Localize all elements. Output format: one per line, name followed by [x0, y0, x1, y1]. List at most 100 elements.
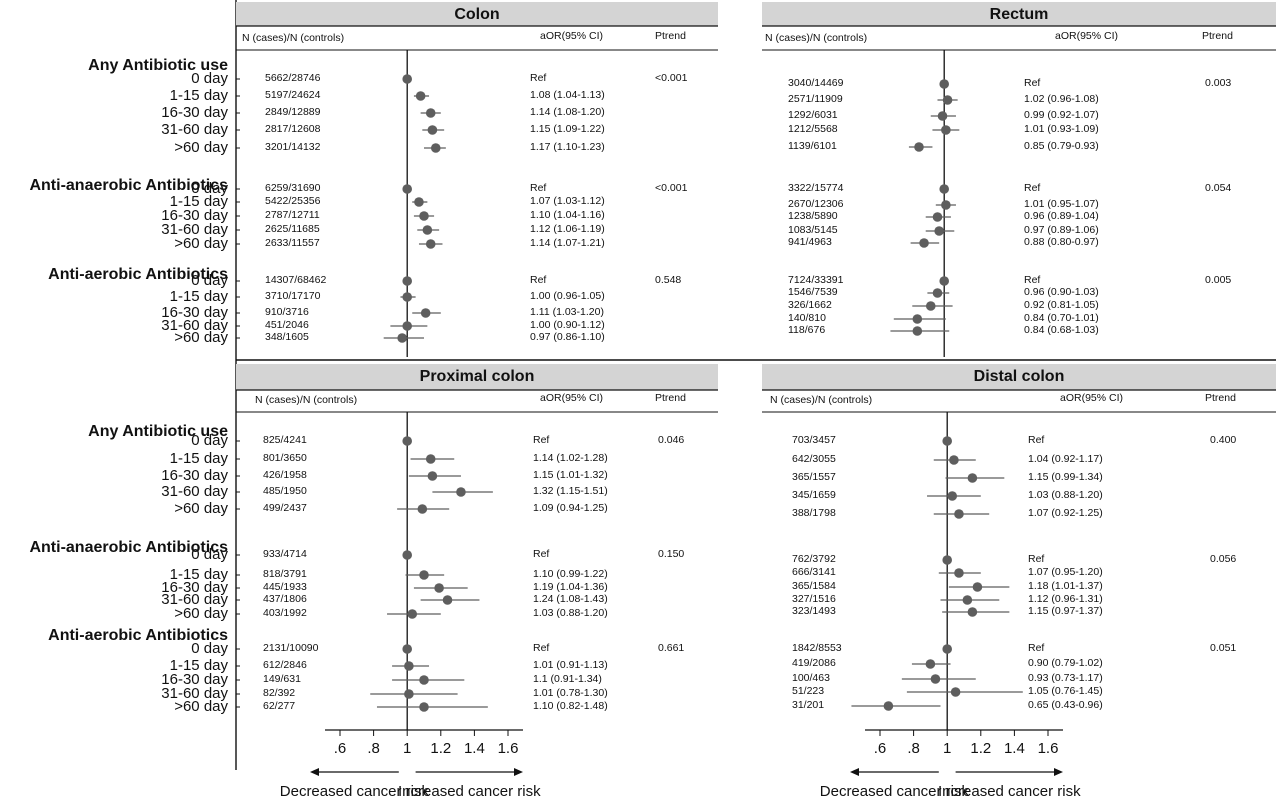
n-cases-controls: 323/1493 [792, 605, 836, 617]
point-estimate-marker [912, 326, 923, 336]
column-header-n: N (cases)/N (controls) [242, 32, 345, 44]
row-label: >60 day [174, 698, 228, 715]
group-label: Anti-anaerobic Antibiotics [29, 177, 228, 194]
panel-title-bar [236, 2, 718, 26]
panel-title: Rectum [989, 6, 1049, 23]
point-estimate-marker [419, 570, 429, 580]
aor-value: 1.03 (0.88-1.20) [533, 607, 608, 619]
aor-value: Ref [1024, 274, 1041, 286]
n-cases-controls: 801/3650 [263, 452, 307, 464]
aor-value: 1.00 (0.90-1.12) [530, 319, 605, 331]
point-estimate-marker [402, 550, 413, 560]
point-estimate-marker [942, 436, 952, 446]
n-cases-controls: 3201/14132 [265, 141, 321, 153]
n-cases-controls: 2849/12889 [265, 106, 321, 118]
aor-value: 1.10 (0.82-1.48) [533, 700, 608, 712]
x-tick-label: 1.2 [430, 740, 452, 757]
aor-value: 0.84 (0.70-1.01) [1024, 312, 1099, 324]
point-estimate-marker [417, 504, 428, 514]
aor-value: 1.15 (0.97-1.37) [1028, 605, 1103, 617]
aor-value: 0.97 (0.86-1.10) [530, 331, 605, 343]
n-cases-controls: 365/1557 [792, 471, 836, 483]
point-estimate-marker [954, 509, 964, 519]
n-cases-controls: 762/3792 [792, 553, 836, 565]
point-estimate-marker [942, 555, 952, 565]
aor-value: 0.99 (0.92-1.07) [1024, 109, 1099, 121]
point-estimate-marker [425, 454, 436, 464]
ptrend-value: 0.661 [658, 642, 685, 654]
point-estimate-marker [932, 288, 943, 298]
row-label: 1-15 day [169, 87, 228, 104]
row-label: 16-30 day [161, 467, 228, 484]
aor-value: 1.15 (0.99-1.34) [1028, 471, 1103, 483]
x-tick-label: 1.6 [497, 740, 519, 757]
aor-value: 0.96 (0.90-1.03) [1024, 286, 1099, 298]
row-label: 16-30 day [161, 671, 228, 688]
point-estimate-marker [939, 79, 949, 89]
n-cases-controls: 1842/8553 [792, 642, 842, 654]
n-cases-controls: 388/1798 [792, 507, 836, 519]
n-cases-controls: 149/631 [263, 673, 301, 685]
aor-value: 0.84 (0.68-1.03) [1024, 324, 1099, 336]
aor-value: Ref [530, 274, 547, 286]
row-label: 16-30 day [161, 579, 228, 596]
n-cases-controls: 5197/24624 [265, 89, 321, 101]
row-label: 0 day [191, 180, 228, 197]
n-cases-controls: 2625/11685 [265, 223, 320, 235]
row-label: 31-60 day [161, 317, 228, 334]
point-estimate-marker [434, 583, 444, 593]
panel-title: Proximal colon [419, 368, 535, 385]
aor-value: 1.10 (1.04-1.16) [530, 209, 605, 221]
point-estimate-marker [950, 687, 961, 697]
point-estimate-marker [397, 333, 407, 343]
aor-value: Ref [533, 548, 550, 560]
aor-value: Ref [1024, 182, 1041, 194]
aor-value: 1.24 (1.08-1.43) [533, 593, 608, 605]
n-cases-controls: 2817/12608 [265, 123, 321, 135]
group-label: Anti-aerobic Antibiotics [48, 627, 228, 644]
point-estimate-marker [425, 239, 436, 249]
n-cases-controls: 1292/6031 [788, 109, 838, 121]
point-estimate-marker [883, 701, 894, 711]
n-cases-controls: 825/4241 [263, 434, 307, 446]
point-estimate-marker [402, 292, 413, 302]
n-cases-controls: 818/3791 [263, 568, 307, 580]
n-cases-controls: 642/3055 [792, 453, 836, 465]
increased-risk-label: Increased cancer risk [938, 783, 1081, 800]
row-label: 0 day [191, 640, 228, 657]
panel-title-bar [762, 364, 1276, 390]
point-estimate-marker [415, 91, 426, 101]
n-cases-controls: 941/4963 [788, 236, 832, 248]
panel-title: Distal colon [973, 368, 1065, 385]
aor-value: Ref [1024, 77, 1041, 89]
n-cases-controls: 910/3716 [265, 306, 309, 318]
point-estimate-marker [442, 595, 453, 605]
point-estimate-marker [925, 659, 936, 669]
point-estimate-marker [967, 607, 978, 617]
aor-value: 0.85 (0.79-0.93) [1024, 140, 1099, 152]
n-cases-controls: 62/277 [263, 700, 296, 712]
point-estimate-marker [954, 568, 964, 578]
row-label: 16-30 day [161, 207, 228, 224]
point-estimate-marker [402, 276, 413, 286]
point-estimate-marker [930, 674, 941, 684]
point-estimate-marker [419, 702, 429, 712]
point-estimate-marker [402, 184, 413, 194]
aor-value: 1.07 (1.03-1.12) [530, 195, 605, 207]
aor-value: 0.97 (0.89-1.06) [1024, 224, 1099, 236]
row-label: 0 day [191, 432, 228, 449]
n-cases-controls: 100/463 [792, 672, 830, 684]
aor-value: 1.01 (0.93-1.09) [1024, 123, 1099, 135]
aor-value: 1.07 (0.92-1.25) [1028, 507, 1103, 519]
aor-value: 0.93 (0.73-1.17) [1028, 672, 1103, 684]
row-label: 31-60 day [161, 685, 228, 702]
aor-value: 1.19 (1.04-1.36) [533, 581, 608, 593]
point-estimate-marker [456, 487, 466, 497]
n-cases-controls: 6259/31690 [265, 182, 321, 194]
column-header-aor: aOR(95% CI) [1060, 392, 1124, 404]
point-estimate-marker [402, 74, 413, 84]
point-estimate-marker [419, 675, 429, 685]
aor-value: Ref [530, 72, 547, 84]
aor-value: 1.32 (1.15-1.51) [533, 485, 608, 497]
